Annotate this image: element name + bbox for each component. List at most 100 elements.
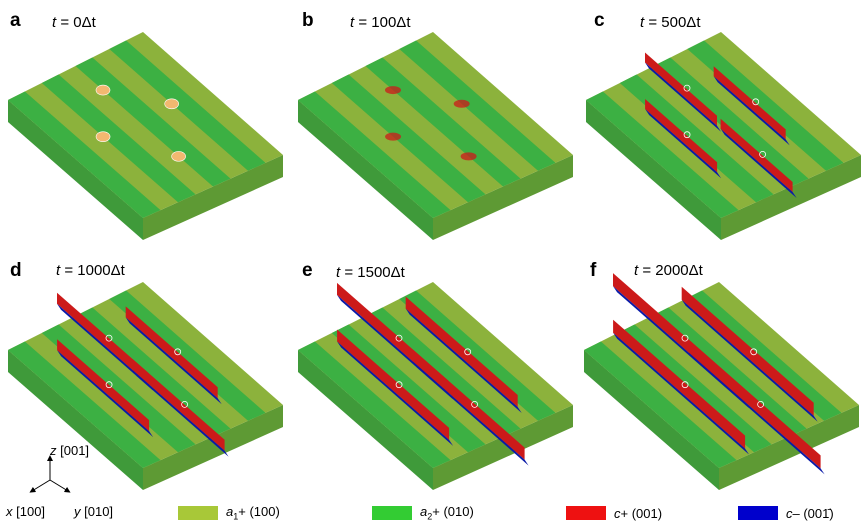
c-minus-domain [412, 361, 529, 466]
panel-letter: f [590, 260, 597, 281]
legend-label: a1+ (100) [226, 504, 280, 522]
c-plus-domain [57, 339, 150, 432]
a2-domain-stripe [399, 40, 556, 171]
panel-time: t = 1500Δt [336, 264, 405, 281]
slab-front-face [8, 350, 143, 490]
legend-item-a2: a2+ (010) [372, 504, 474, 522]
legend-label: c– (001̄) [786, 505, 834, 521]
a2-domain-stripe [41, 74, 196, 203]
domain-slab-c [586, 32, 861, 240]
nucleus-spot [164, 98, 179, 110]
slab-side-face [143, 155, 283, 240]
slab-front-face [586, 100, 721, 240]
z-axis-label: z [001] [50, 443, 90, 458]
legend-label: c+ (001) [614, 505, 663, 521]
y-axis-label: y [010] [74, 504, 114, 519]
out-of-plane-symbol [181, 400, 189, 408]
c-minus-domain [645, 109, 722, 179]
c-minus-domain [713, 76, 790, 146]
out-of-plane-symbol [683, 131, 691, 139]
a2-domain-stripe [8, 91, 161, 218]
panel-time: t = 100Δt [350, 14, 411, 31]
c-plus-domain [405, 296, 518, 407]
panel-b: b t = 100Δt [290, 0, 577, 240]
out-of-plane-symbol [683, 84, 691, 92]
panel-time: t = 2000Δt [634, 262, 703, 279]
a2-domain-stripe [298, 91, 451, 218]
out-of-plane-symbol [395, 381, 403, 389]
a2-domain-stripe [584, 341, 737, 468]
c-minus-domain [613, 332, 750, 455]
slab-front-face [298, 100, 433, 240]
c-plus-domain [337, 329, 450, 440]
c-minus-domain [645, 62, 721, 132]
y-axis-arrow [49, 479, 71, 493]
c-plus-nucleus [460, 152, 477, 161]
panel-letter: e [302, 260, 313, 281]
a2-domain-stripe [617, 324, 772, 453]
a2-domain-stripe [685, 290, 842, 421]
x-axis-label: x [100] [6, 504, 46, 519]
c-plus-domain [681, 286, 814, 416]
panel-e: e t = 1500Δt [290, 250, 577, 490]
out-of-plane-symbol [759, 150, 767, 158]
slab-side-face [433, 405, 573, 490]
slab-side-face [433, 155, 573, 240]
a2-domain-stripe [8, 341, 161, 468]
panel-time: t = 0Δt [52, 14, 96, 31]
c-minus-domain [405, 308, 522, 413]
c-plus-nucleus [385, 86, 401, 95]
a2-domain-stripe [653, 57, 809, 187]
out-of-plane-symbol [464, 348, 472, 356]
a2-domain-stripe [586, 91, 739, 218]
out-of-plane-symbol [752, 98, 760, 106]
out-of-plane-symbol [681, 334, 689, 342]
a2-domain-stripe [365, 307, 521, 437]
c-minus-domain [720, 128, 797, 198]
legend-item-c-minus: c– (001̄) [738, 504, 834, 522]
legend-item-c-plus: c+ (001) [566, 504, 662, 522]
panel-letter: a [10, 10, 21, 31]
panel-letter: d [10, 260, 22, 281]
domain-slab-b [298, 32, 573, 240]
nucleus-spot [95, 131, 111, 142]
nucleus-spot [95, 84, 111, 96]
out-of-plane-symbol [757, 400, 765, 408]
slab-side-face [143, 405, 283, 490]
nucleus-spot [171, 151, 186, 162]
a2-domain-stripe [109, 290, 266, 421]
a2-domain-stripe [109, 40, 266, 171]
slab-front-face [584, 350, 719, 490]
coordinate-axes [29, 455, 71, 493]
legend-swatch [372, 506, 412, 520]
c-plus-domain [613, 319, 746, 449]
out-of-plane-symbol [105, 381, 113, 389]
c-plus-domain [412, 349, 525, 460]
panel-letter: c [594, 10, 605, 31]
a2-domain-stripe [331, 74, 486, 203]
c-minus-domain [132, 370, 229, 457]
a2-domain-stripe [75, 307, 231, 437]
a2-domain-stripe [331, 324, 486, 453]
out-of-plane-symbol [681, 381, 689, 389]
domain-slab-d [8, 282, 283, 490]
legend-swatch [738, 506, 778, 520]
domain-slab-a [8, 32, 283, 240]
slab-front-face [8, 100, 143, 240]
out-of-plane-symbol [471, 400, 479, 408]
legend-item-a1: a1+ (100) [178, 504, 280, 522]
c-plus-domain [713, 66, 786, 140]
a2-domain-stripe [651, 307, 807, 437]
c-plus-domain [720, 118, 793, 192]
c-minus-domain [57, 303, 153, 391]
c-plus-nucleus [385, 132, 402, 141]
legend-label: a2+ (010) [420, 504, 474, 522]
a2-domain-stripe [365, 57, 521, 187]
slab-side-face [721, 155, 861, 240]
out-of-plane-symbol [395, 334, 403, 342]
out-of-plane-symbol [174, 348, 182, 356]
c-minus-domain [681, 299, 818, 422]
panel-c: c t = 500Δt [578, 0, 863, 240]
a2-domain-stripe [687, 40, 844, 171]
c-minus-domain [688, 352, 825, 475]
